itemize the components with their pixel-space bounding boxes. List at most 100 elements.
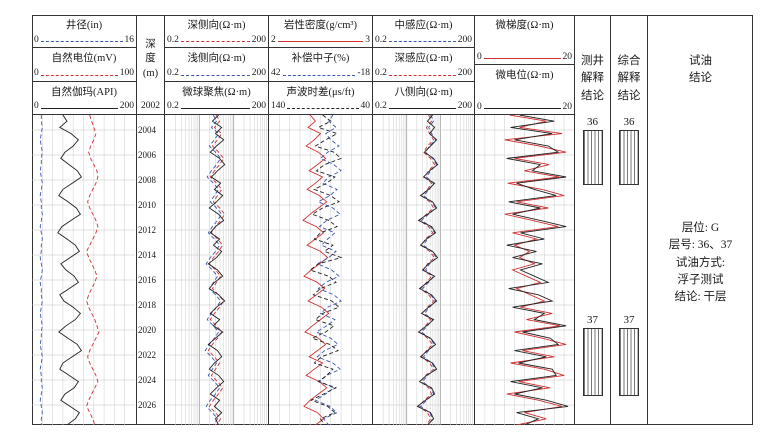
track1-header: 井径(in) 0 16 自然电位(mV) 0 100 自然伽玛(API) 0 <box>32 15 136 115</box>
scale-sp: 自然电位(mV) 0 100 <box>32 48 136 82</box>
scale-max: 200 <box>457 68 472 79</box>
depth-tick-label: 2022 <box>138 349 156 360</box>
scale-sonic: 声波时差(μs/ft) 140 40 <box>269 82 372 114</box>
curve-style-sample <box>40 107 118 109</box>
depth-tick-label: 2024 <box>138 374 156 385</box>
track2-plot <box>165 115 268 425</box>
depth-tick-label: 2006 <box>138 149 156 160</box>
track2-header: 深侧向(Ω·m) 0.2 200 浅侧向(Ω·m) 0.2 200 微球聚焦(Ω… <box>165 15 268 115</box>
scale-max: 200 <box>251 68 266 79</box>
comprehensive-interpretation-zones: 36 37 <box>611 115 647 425</box>
scale-min: 0 <box>34 101 39 112</box>
scale-min: 0.2 <box>375 34 387 45</box>
track-micrologs: 微梯度(Ω·m) 0 20 微电位(Ω·m) 0 20 <box>474 15 574 425</box>
curve-style-sample <box>180 107 250 109</box>
track1-plot <box>32 115 135 425</box>
zone-hatch-box <box>619 130 639 185</box>
curve-style-sample <box>282 74 356 76</box>
scale-micro-gradient: 微梯度(Ω·m) 0 20 <box>475 15 574 65</box>
scale-lls: 浅侧向(Ω·m) 0.2 200 <box>165 48 268 82</box>
scale-caliper: 井径(in) 0 16 <box>32 15 136 49</box>
comprehensive-interpretation-column: 综合 解释 结论 36 37 <box>610 15 647 425</box>
track4-header: 中感应(Ω·m) 0.2 200 深感应(Ω·m) 0.2 200 八侧向(Ω·… <box>373 15 474 115</box>
scale-name: 微球聚焦(Ω·m) <box>182 86 251 98</box>
depth-tick-label: 2008 <box>138 174 156 185</box>
zone-number-label: 36 <box>623 116 635 128</box>
scale-min: 0 <box>477 51 482 62</box>
scale-name: 微电位(Ω·m) <box>495 70 554 81</box>
scale-min: 140 <box>271 101 286 112</box>
depth-tick-label: 2026 <box>138 399 156 410</box>
scale-ilm: 中感应(Ω·m) 0.2 200 <box>373 15 474 49</box>
depth-tick-label: 2010 <box>138 199 156 210</box>
scale-name: 深侧向(Ω·m) <box>187 20 246 31</box>
curve-style-sample <box>388 41 456 43</box>
scale-min: 0.2 <box>375 68 387 79</box>
scale-name: 岩性密度(g/cm³) <box>283 20 358 31</box>
zone-hatch-box <box>582 130 603 185</box>
track4-body <box>373 115 474 425</box>
scale-name: 自然电位(mV) <box>51 53 117 65</box>
scale-name: 微梯度(Ω·m) <box>495 20 554 31</box>
scale-max: 16 <box>124 34 135 45</box>
depth-label: 深 度 (m) <box>142 39 159 79</box>
curve-style-sample <box>483 58 561 59</box>
zone-hatch-box <box>582 327 603 397</box>
scale-min: 0.2 <box>167 34 179 45</box>
scale-name: 自然伽玛(API) <box>51 86 117 98</box>
scale-min: 0 <box>34 34 39 45</box>
track1-body <box>32 115 136 425</box>
scale-ll8: 八侧向(Ω·m) 0.2 200 <box>373 82 474 114</box>
scale-min: 0 <box>34 68 39 79</box>
track3-header: 岩性密度(g/cm³) 2 3 补偿中子(%) 42 -18 声波时差(μs/f… <box>269 15 372 115</box>
log-interpretation-column: 测井 解释 结论 36 37 <box>574 15 610 425</box>
scale-max: 200 <box>251 34 266 45</box>
scale-name: 声波时差(μs/ft) <box>286 86 355 98</box>
zone-number-label: 36 <box>587 116 598 128</box>
scale-gr: 自然伽玛(API) 0 200 <box>32 82 136 114</box>
comprehensive-interpretation-title: 综合 解释 结论 <box>617 55 641 102</box>
depth-tick-label: 2020 <box>138 324 156 335</box>
track5-header: 微梯度(Ω·m) 0 20 微电位(Ω·m) 0 20 <box>475 15 574 115</box>
curve-style-sample <box>388 107 456 109</box>
scale-min: 42 <box>271 68 281 79</box>
curve-style-sample <box>40 74 118 76</box>
curve-style-sample <box>40 41 123 43</box>
track-caliper-sp-gr: 井径(in) 0 16 自然电位(mV) 0 100 自然伽玛(API) 0 <box>32 15 136 425</box>
scale-ild: 深感应(Ω·m) 0.2 200 <box>373 48 474 82</box>
scale-min: 2 <box>271 34 276 45</box>
depth-start-label: 2002 <box>141 101 160 112</box>
zone-hatch-box <box>619 327 639 397</box>
scale-max: 3 <box>365 34 370 45</box>
log-interpretation-title: 测井 解释 结论 <box>581 55 604 102</box>
scale-lld: 深侧向(Ω·m) 0.2 200 <box>165 15 268 49</box>
scale-name: 井径(in) <box>65 20 103 31</box>
log-interpretation-zones: 36 37 <box>575 115 610 425</box>
scale-max: 200 <box>457 101 472 112</box>
curve-style-sample <box>180 41 250 43</box>
track5-plot <box>475 115 574 425</box>
scale-max: 200 <box>251 101 266 112</box>
depth-tick-label: 2016 <box>138 274 156 285</box>
depth-tick-label: 2004 <box>138 124 156 135</box>
zone-number-label: 37 <box>623 313 635 326</box>
zone-number-label: 37 <box>587 313 598 326</box>
scale-max: -18 <box>357 68 370 79</box>
scale-name: 深感应(Ω·m) <box>394 53 453 65</box>
track2-body <box>165 115 268 425</box>
curve-style-sample <box>388 74 456 76</box>
track-porosity: 岩性密度(g/cm³) 2 3 补偿中子(%) 42 -18 声波时差(μs/f… <box>268 15 372 425</box>
track3-body <box>269 115 372 425</box>
track3-plot <box>269 115 372 425</box>
scale-max: 20 <box>562 101 573 112</box>
scale-name: 中感应(Ω·m) <box>394 20 453 31</box>
scale-min: 0 <box>477 101 482 112</box>
scale-max: 40 <box>360 101 371 112</box>
scale-min: 0.2 <box>167 101 179 112</box>
oil-test-title: 试油 结论 <box>689 55 712 85</box>
curve-style-sample <box>277 41 364 43</box>
depth-tick-label: 2012 <box>138 224 156 235</box>
scale-max: 100 <box>119 68 134 79</box>
scale-msfl: 微球聚焦(Ω·m) 0.2 200 <box>165 82 268 114</box>
oil-test-result-text: 层位: G 层号: 36、37 试油方式: 浮子测试 结论: 干层 <box>668 222 733 303</box>
